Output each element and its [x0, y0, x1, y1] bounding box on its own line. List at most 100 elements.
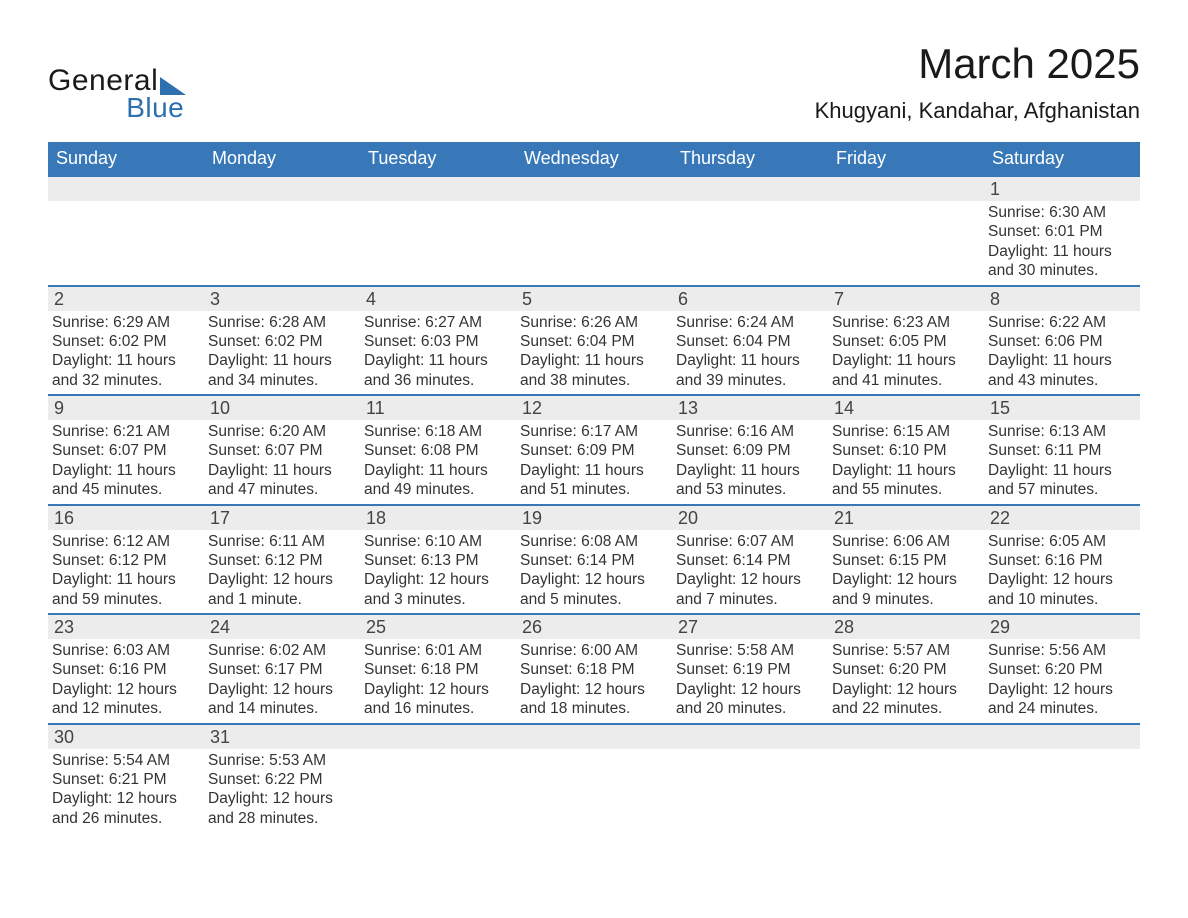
calendar-day: 23Sunrise: 6:03 AMSunset: 6:16 PMDayligh…: [48, 615, 204, 723]
daylight-line: Daylight: 12 hours and 10 minutes.: [988, 570, 1136, 609]
sunset-line: Sunset: 6:13 PM: [364, 551, 512, 570]
sunset-line: Sunset: 6:14 PM: [520, 551, 668, 570]
daylight-line: Daylight: 11 hours and 36 minutes.: [364, 351, 512, 390]
day-body: Sunrise: 6:12 AMSunset: 6:12 PMDaylight:…: [48, 530, 204, 614]
daylight-line: Daylight: 11 hours and 57 minutes.: [988, 461, 1136, 500]
day-body: [516, 201, 672, 271]
sunset-line: Sunset: 6:21 PM: [52, 770, 200, 789]
sunrise-line: Sunrise: 6:00 AM: [520, 641, 668, 660]
calendar-day: [516, 725, 672, 833]
day-number: 1: [984, 177, 1140, 201]
sunset-line: Sunset: 6:22 PM: [208, 770, 356, 789]
day-number: 24: [204, 615, 360, 639]
sunrise-line: Sunrise: 5:57 AM: [832, 641, 980, 660]
day-body: Sunrise: 6:08 AMSunset: 6:14 PMDaylight:…: [516, 530, 672, 614]
day-body: Sunrise: 6:23 AMSunset: 6:05 PMDaylight:…: [828, 311, 984, 395]
calendar-day: 25Sunrise: 6:01 AMSunset: 6:18 PMDayligh…: [360, 615, 516, 723]
day-number: 26: [516, 615, 672, 639]
sunrise-line: Sunrise: 6:03 AM: [52, 641, 200, 660]
day-number: [204, 177, 360, 201]
title-block: March 2025 Khugyani, Kandahar, Afghanist…: [815, 40, 1140, 124]
header: General Blue March 2025 Khugyani, Kandah…: [48, 40, 1140, 124]
sunrise-line: Sunrise: 6:08 AM: [520, 532, 668, 551]
calendar-body: 1Sunrise: 6:30 AMSunset: 6:01 PMDaylight…: [48, 177, 1140, 832]
sunset-line: Sunset: 6:09 PM: [520, 441, 668, 460]
day-number: 30: [48, 725, 204, 749]
sunrise-line: Sunrise: 6:28 AM: [208, 313, 356, 332]
day-number: 31: [204, 725, 360, 749]
day-body: Sunrise: 6:21 AMSunset: 6:07 PMDaylight:…: [48, 420, 204, 504]
day-number: 7: [828, 287, 984, 311]
sunset-line: Sunset: 6:20 PM: [988, 660, 1136, 679]
daylight-line: Daylight: 11 hours and 59 minutes.: [52, 570, 200, 609]
day-body: Sunrise: 6:03 AMSunset: 6:16 PMDaylight:…: [48, 639, 204, 723]
page-title: March 2025: [815, 40, 1140, 88]
calendar-day: 14Sunrise: 6:15 AMSunset: 6:10 PMDayligh…: [828, 396, 984, 504]
sunset-line: Sunset: 6:19 PM: [676, 660, 824, 679]
sunrise-line: Sunrise: 6:16 AM: [676, 422, 824, 441]
sunrise-line: Sunrise: 6:27 AM: [364, 313, 512, 332]
day-body: Sunrise: 6:17 AMSunset: 6:09 PMDaylight:…: [516, 420, 672, 504]
calendar-day: 8Sunrise: 6:22 AMSunset: 6:06 PMDaylight…: [984, 287, 1140, 395]
calendar-day: 24Sunrise: 6:02 AMSunset: 6:17 PMDayligh…: [204, 615, 360, 723]
calendar-day: 1Sunrise: 6:30 AMSunset: 6:01 PMDaylight…: [984, 177, 1140, 285]
day-number: 8: [984, 287, 1140, 311]
calendar-day: 4Sunrise: 6:27 AMSunset: 6:03 PMDaylight…: [360, 287, 516, 395]
day-body: [672, 749, 828, 819]
sunrise-line: Sunrise: 6:02 AM: [208, 641, 356, 660]
calendar-day: 28Sunrise: 5:57 AMSunset: 6:20 PMDayligh…: [828, 615, 984, 723]
day-number: 11: [360, 396, 516, 420]
calendar: SundayMondayTuesdayWednesdayThursdayFrid…: [48, 142, 1140, 832]
day-body: Sunrise: 6:26 AMSunset: 6:04 PMDaylight:…: [516, 311, 672, 395]
day-of-week-header: Tuesday: [360, 142, 516, 177]
day-body: Sunrise: 6:10 AMSunset: 6:13 PMDaylight:…: [360, 530, 516, 614]
sunset-line: Sunset: 6:16 PM: [988, 551, 1136, 570]
day-body: Sunrise: 6:05 AMSunset: 6:16 PMDaylight:…: [984, 530, 1140, 614]
sunset-line: Sunset: 6:11 PM: [988, 441, 1136, 460]
day-number: [48, 177, 204, 201]
calendar-day: 18Sunrise: 6:10 AMSunset: 6:13 PMDayligh…: [360, 506, 516, 614]
day-number: 28: [828, 615, 984, 639]
calendar-week: 2Sunrise: 6:29 AMSunset: 6:02 PMDaylight…: [48, 285, 1140, 395]
day-body: Sunrise: 6:02 AMSunset: 6:17 PMDaylight:…: [204, 639, 360, 723]
calendar-day: 13Sunrise: 6:16 AMSunset: 6:09 PMDayligh…: [672, 396, 828, 504]
daylight-line: Daylight: 11 hours and 32 minutes.: [52, 351, 200, 390]
daylight-line: Daylight: 12 hours and 14 minutes.: [208, 680, 356, 719]
sunset-line: Sunset: 6:06 PM: [988, 332, 1136, 351]
sunrise-line: Sunrise: 6:18 AM: [364, 422, 512, 441]
daylight-line: Daylight: 12 hours and 5 minutes.: [520, 570, 668, 609]
day-body: Sunrise: 6:16 AMSunset: 6:09 PMDaylight:…: [672, 420, 828, 504]
sunset-line: Sunset: 6:08 PM: [364, 441, 512, 460]
calendar-day: 6Sunrise: 6:24 AMSunset: 6:04 PMDaylight…: [672, 287, 828, 395]
day-body: [984, 749, 1140, 819]
daylight-line: Daylight: 11 hours and 55 minutes.: [832, 461, 980, 500]
calendar-day: 21Sunrise: 6:06 AMSunset: 6:15 PMDayligh…: [828, 506, 984, 614]
sunrise-line: Sunrise: 6:06 AM: [832, 532, 980, 551]
day-number: 5: [516, 287, 672, 311]
sunrise-line: Sunrise: 6:17 AM: [520, 422, 668, 441]
sunrise-line: Sunrise: 6:12 AM: [52, 532, 200, 551]
calendar-day: [360, 177, 516, 285]
sunrise-line: Sunrise: 5:56 AM: [988, 641, 1136, 660]
daylight-line: Daylight: 11 hours and 49 minutes.: [364, 461, 512, 500]
sunrise-line: Sunrise: 6:26 AM: [520, 313, 668, 332]
day-number: 20: [672, 506, 828, 530]
calendar-day: [204, 177, 360, 285]
day-body: Sunrise: 5:53 AMSunset: 6:22 PMDaylight:…: [204, 749, 360, 833]
sunset-line: Sunset: 6:05 PM: [832, 332, 980, 351]
sunset-line: Sunset: 6:01 PM: [988, 222, 1136, 241]
sunrise-line: Sunrise: 6:20 AM: [208, 422, 356, 441]
daylight-line: Daylight: 11 hours and 51 minutes.: [520, 461, 668, 500]
calendar-day: [48, 177, 204, 285]
daylight-line: Daylight: 12 hours and 16 minutes.: [364, 680, 512, 719]
day-number: 12: [516, 396, 672, 420]
sunset-line: Sunset: 6:02 PM: [208, 332, 356, 351]
day-number: [828, 177, 984, 201]
day-body: Sunrise: 6:13 AMSunset: 6:11 PMDaylight:…: [984, 420, 1140, 504]
day-body: Sunrise: 5:58 AMSunset: 6:19 PMDaylight:…: [672, 639, 828, 723]
day-number: [360, 177, 516, 201]
sunset-line: Sunset: 6:07 PM: [52, 441, 200, 460]
day-number: 14: [828, 396, 984, 420]
day-of-week-header: Saturday: [984, 142, 1140, 177]
daylight-line: Daylight: 12 hours and 3 minutes.: [364, 570, 512, 609]
